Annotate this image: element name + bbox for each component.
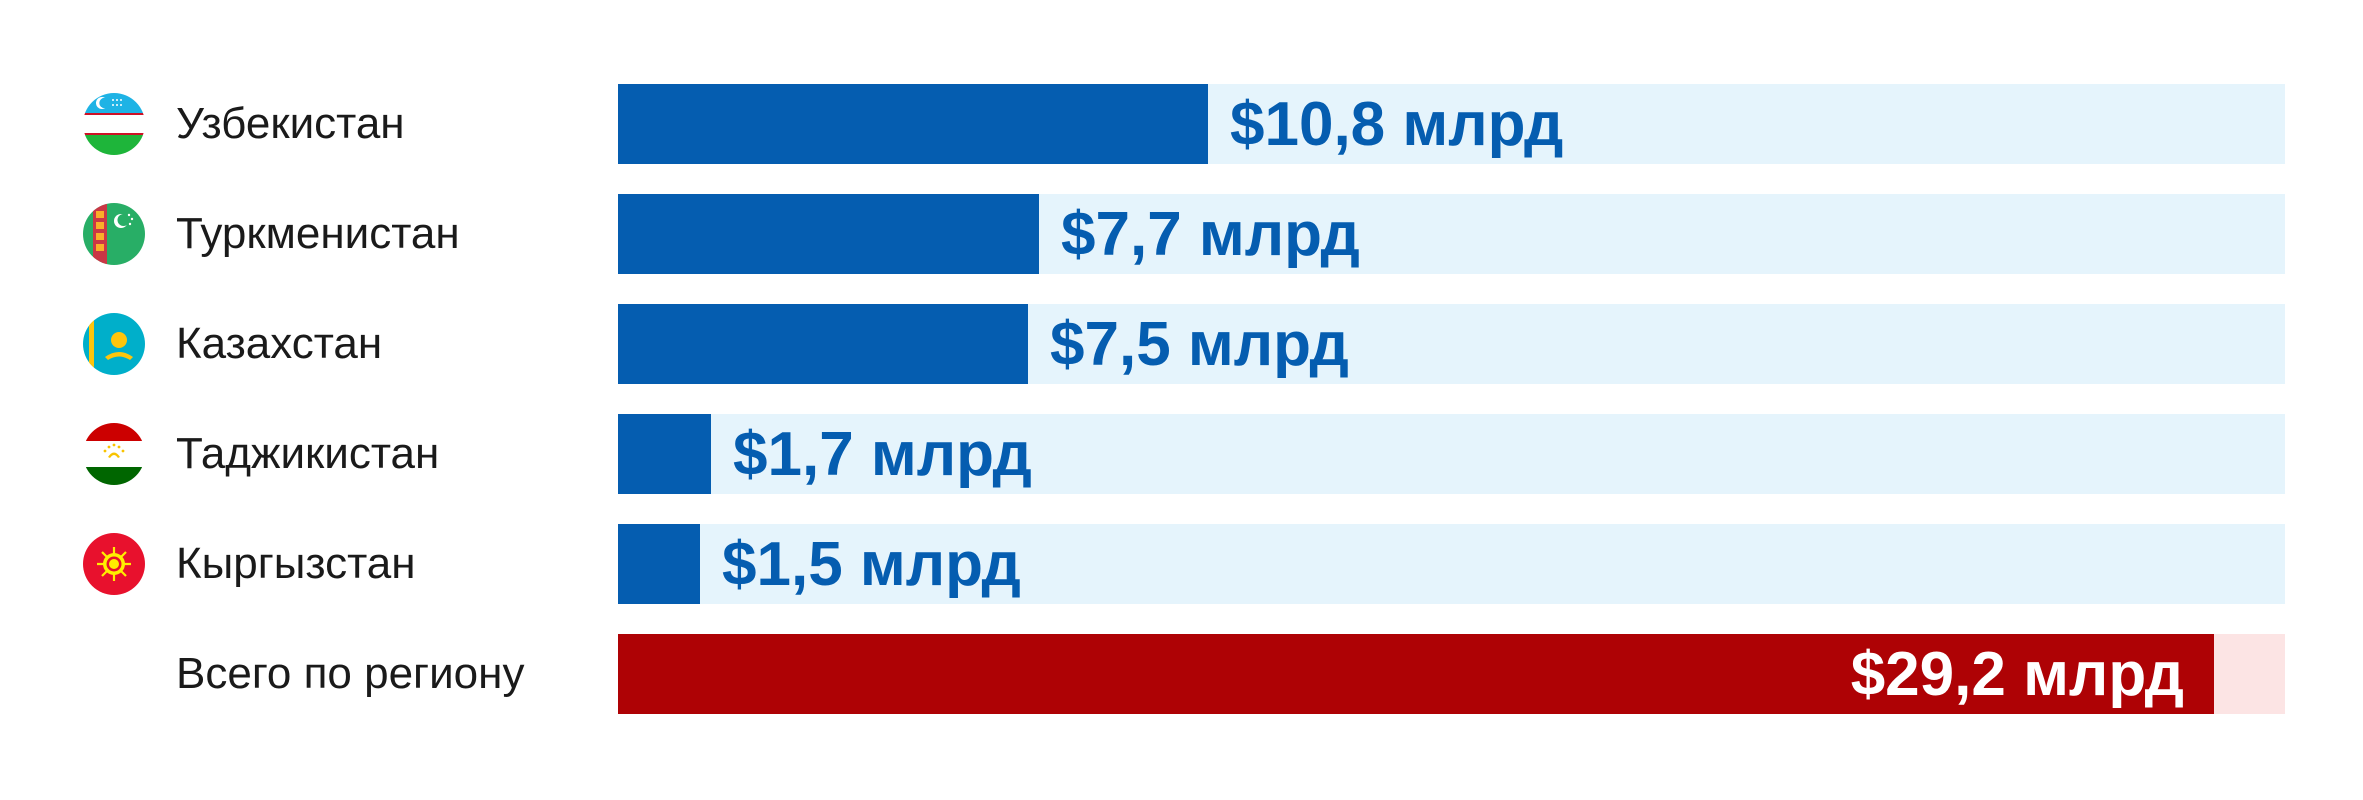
bar-row: Туркменистан $7,7 млрд (0, 194, 2363, 274)
bar (618, 194, 1039, 274)
bar-track: $7,5 млрд (618, 304, 2285, 384)
value-label: $1,7 млрд (733, 420, 1032, 489)
category-label: Казахстан (176, 319, 383, 368)
bar-row: Кыргызстан $1,5 млрд (0, 524, 2363, 604)
category-label: Всего по региону (176, 649, 525, 698)
value-label: $7,7 млрд (1061, 200, 1360, 269)
value-label: $1,5 млрд (722, 530, 1021, 599)
category-label: Туркменистан (176, 209, 460, 258)
category-label: Таджикистан (176, 429, 440, 478)
bar-track: $1,5 млрд (618, 524, 2285, 604)
bar (618, 414, 711, 494)
value-label: $7,5 млрд (1050, 310, 1349, 379)
kazakhstan-flag-icon (83, 313, 145, 375)
kyrgyzstan-flag-icon (83, 533, 145, 595)
bar (618, 524, 700, 604)
bar (618, 84, 1208, 164)
bar-track: $7,7 млрд (618, 194, 2285, 274)
tajikistan-flag-icon (83, 423, 145, 485)
bar-row: Казахстан $7,5 млрд (0, 304, 2363, 384)
turkmenistan-flag-icon (83, 203, 145, 265)
bar-row: Узбекистан $10,8 млрд (0, 84, 2363, 164)
value-label: $10,8 млрд (1230, 90, 1564, 159)
bar-track: $10,8 млрд (618, 84, 2285, 164)
uzbekistan-flag-icon (83, 93, 145, 155)
value-label-total: $29,2 млрд (1850, 640, 2184, 709)
category-label: Узбекистан (176, 99, 405, 148)
bar-track-total: $29,2 млрд (618, 634, 2285, 714)
bar-total (618, 634, 2214, 714)
bar-row: Таджикистан $1,7 млрд (0, 414, 2363, 494)
bar-row-total: Всего по региону $29,2 млрд (0, 634, 2363, 714)
category-label: Кыргызстан (176, 539, 416, 588)
bar (618, 304, 1028, 384)
bar-track: $1,7 млрд (618, 414, 2285, 494)
